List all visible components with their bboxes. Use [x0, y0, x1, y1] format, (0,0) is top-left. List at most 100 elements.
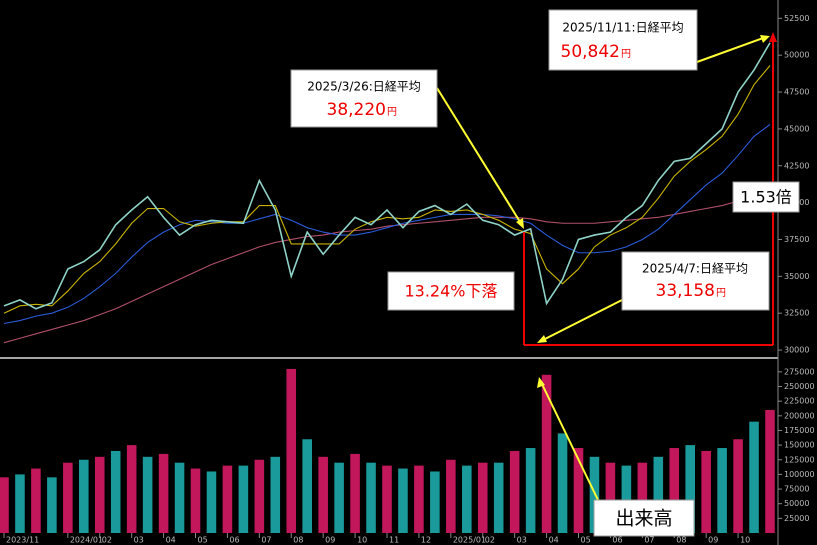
x-tick-label: 02	[102, 536, 112, 545]
y-tick-label: 250000	[784, 382, 815, 391]
annotation-unit: 円	[387, 107, 397, 118]
volume-bar	[414, 465, 424, 533]
annotation-unit: 円	[621, 49, 631, 60]
yellow-arrow	[436, 87, 523, 226]
volume-bar	[94, 456, 105, 533]
volume-bar	[382, 465, 392, 533]
annotation-text: 13.24%下落	[404, 282, 497, 301]
volume-bar	[749, 421, 759, 533]
annotation-box	[593, 499, 695, 537]
y-tick-label: 100000	[784, 470, 815, 479]
y-tick-label: 30000	[784, 346, 809, 355]
moving-average	[3, 124, 771, 325]
y-tick-label: 37500	[784, 235, 809, 244]
x-tick-label: 2023/11	[6, 536, 39, 545]
volume-bar	[525, 448, 536, 533]
x-tick-label: 08	[676, 536, 686, 545]
volume-bar	[206, 471, 217, 533]
annotation-value: 38,220	[327, 100, 386, 120]
volume-bar	[63, 462, 73, 533]
arrow-head	[516, 218, 524, 229]
volume-bar	[158, 453, 169, 533]
volume-bar	[126, 445, 137, 533]
volume-bar	[557, 433, 568, 533]
y-tick-label: 52500	[784, 14, 809, 23]
volume-bar	[446, 459, 456, 533]
y-tick-label: 45000	[784, 124, 809, 133]
volume-bar	[701, 450, 711, 533]
annotation-title: 2025/11/11:日経平均	[562, 21, 683, 35]
x-tick-label: 10	[740, 536, 750, 545]
volume-bar	[733, 439, 743, 533]
volume-bar	[79, 459, 89, 533]
x-tick-label: 2024/01	[70, 536, 103, 545]
volume-bar	[462, 465, 472, 533]
yellow-arrow	[540, 381, 599, 501]
volume-bar	[605, 462, 616, 533]
volume-bar	[47, 477, 57, 533]
x-tick-label: 02	[485, 536, 495, 545]
volume-bar	[717, 448, 727, 533]
volume-bar	[685, 445, 695, 533]
annotation-box	[732, 181, 800, 213]
volume-bar	[254, 459, 265, 533]
arrow-head	[760, 35, 770, 43]
price-line	[3, 42, 771, 310]
volume-bar	[509, 450, 520, 533]
volume-bar	[0, 477, 9, 533]
volume-bar	[653, 456, 664, 533]
volume-bar	[398, 468, 408, 533]
y-tick-label: 35000	[784, 272, 809, 281]
y-tick-label: 32500	[784, 309, 809, 318]
volume-bar	[366, 462, 376, 533]
x-tick-label: 04	[166, 536, 176, 545]
x-tick-label: 09	[325, 536, 335, 545]
arrow-head	[769, 32, 777, 42]
moving-average	[3, 188, 771, 344]
x-tick-label: 03	[134, 536, 144, 545]
volume-bar	[318, 456, 328, 533]
annotations: 2025/11/11:日経平均 50,842 円 2025/3/26:日経平均 …	[290, 9, 800, 537]
volume-bar	[15, 474, 25, 533]
volume-bar	[238, 465, 249, 533]
annotation-box	[387, 271, 515, 311]
x-tick-label: 08	[293, 536, 303, 545]
volume-bar	[637, 462, 648, 533]
y-tick-label: 225000	[784, 397, 815, 406]
annotation-box	[548, 9, 698, 71]
annotation-box	[290, 69, 438, 128]
y-tick-label: 200000	[784, 411, 815, 420]
volume-bar	[142, 456, 153, 533]
volume-bar	[573, 448, 584, 533]
volume-bar	[350, 453, 360, 533]
volume-bar	[222, 465, 233, 533]
y-tick-label: 50000	[784, 499, 809, 508]
volume-bar	[669, 448, 680, 533]
volume-bar	[190, 468, 201, 533]
y-tick-label: 47500	[784, 88, 809, 97]
y-tick-label: 150000	[784, 441, 815, 450]
y-tick-label: 25000	[784, 514, 809, 523]
y-tick-label: 42500	[784, 161, 809, 170]
volume-bar	[621, 465, 632, 533]
volume-bar	[765, 409, 775, 533]
x-tick-label: 05	[198, 536, 208, 545]
volume-bar	[174, 462, 185, 533]
annotation-unit: 円	[716, 288, 726, 299]
yellow-arrow	[696, 36, 767, 63]
y-tick-label: 50000	[784, 51, 809, 60]
annotation-box	[621, 251, 770, 311]
moving-average	[3, 65, 771, 314]
volume-bar	[541, 374, 552, 533]
y-tick-label: 175000	[784, 426, 815, 435]
volume-bar	[286, 368, 297, 533]
plot: 3000032500350003750040000425004500047500…	[0, 14, 815, 545]
x-tick-label: 10	[357, 536, 367, 545]
volume-bar	[493, 462, 504, 533]
volume-bar	[31, 468, 41, 533]
annotation-title: 2025/4/7:日経平均	[642, 262, 748, 276]
annotation-value: 33,158	[656, 281, 715, 301]
x-tick-label: 07	[644, 536, 654, 545]
